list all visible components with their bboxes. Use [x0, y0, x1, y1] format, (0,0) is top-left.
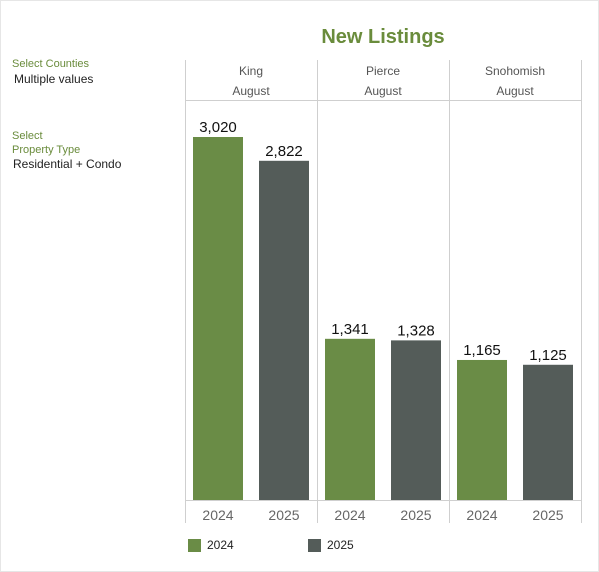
x-tick-label-snohomish-2024: 2024	[466, 507, 497, 523]
counties-filter-value[interactable]: Multiple values	[14, 72, 94, 86]
x-tick-label-king-2025: 2025	[268, 507, 299, 523]
counties-filter-label: Select Counties	[12, 58, 90, 70]
data-label-king-2025: 2,822	[265, 143, 303, 160]
data-label-snohomish-2024: 1,165	[463, 342, 501, 359]
legend-label-2024: 2024	[207, 538, 234, 552]
bar-pierce-2025	[391, 340, 441, 500]
legend-label-2025: 2025	[327, 538, 354, 552]
month-header-pierce: August	[364, 84, 402, 98]
legend-swatch-2025	[308, 538, 321, 552]
property-type-filter-label-line1: Select	[12, 130, 43, 142]
bar-pierce-2024	[325, 338, 375, 500]
property-type-filter-value[interactable]: Residential + Condo	[13, 157, 122, 171]
county-header-snohomish: Snohomish	[485, 64, 545, 78]
x-tick-label-pierce-2025: 2025	[400, 507, 431, 523]
bar-king-2024	[193, 137, 243, 500]
property-type-filter-label-line2: Property Type	[12, 144, 81, 156]
legend-item-2025[interactable]: 2025	[308, 538, 354, 552]
data-label-pierce-2024: 1,341	[331, 321, 369, 338]
filter-sidebar: Select Counties Multiple values Select P…	[0, 0, 185, 572]
x-tick-label-snohomish-2025: 2025	[532, 507, 563, 523]
x-tick-label-king-2024: 2024	[202, 507, 233, 523]
data-label-king-2024: 3,020	[199, 119, 237, 136]
chart-title: New Listings	[321, 26, 445, 48]
legend-item-2024[interactable]: 2024	[188, 538, 234, 552]
county-header-king: King	[239, 64, 263, 78]
bar-snohomish-2025	[523, 364, 573, 500]
x-tick-label-pierce-2024: 2024	[334, 507, 365, 523]
bar-snohomish-2024	[457, 359, 507, 500]
legend-swatch-2024	[188, 538, 201, 552]
month-header-snohomish: August	[496, 84, 534, 98]
bar-king-2025	[259, 160, 309, 501]
data-label-pierce-2025: 1,328	[397, 322, 435, 339]
month-header-king: August	[232, 84, 270, 98]
county-header-pierce: Pierce	[366, 64, 400, 78]
data-label-snohomish-2025: 1,125	[529, 347, 567, 364]
